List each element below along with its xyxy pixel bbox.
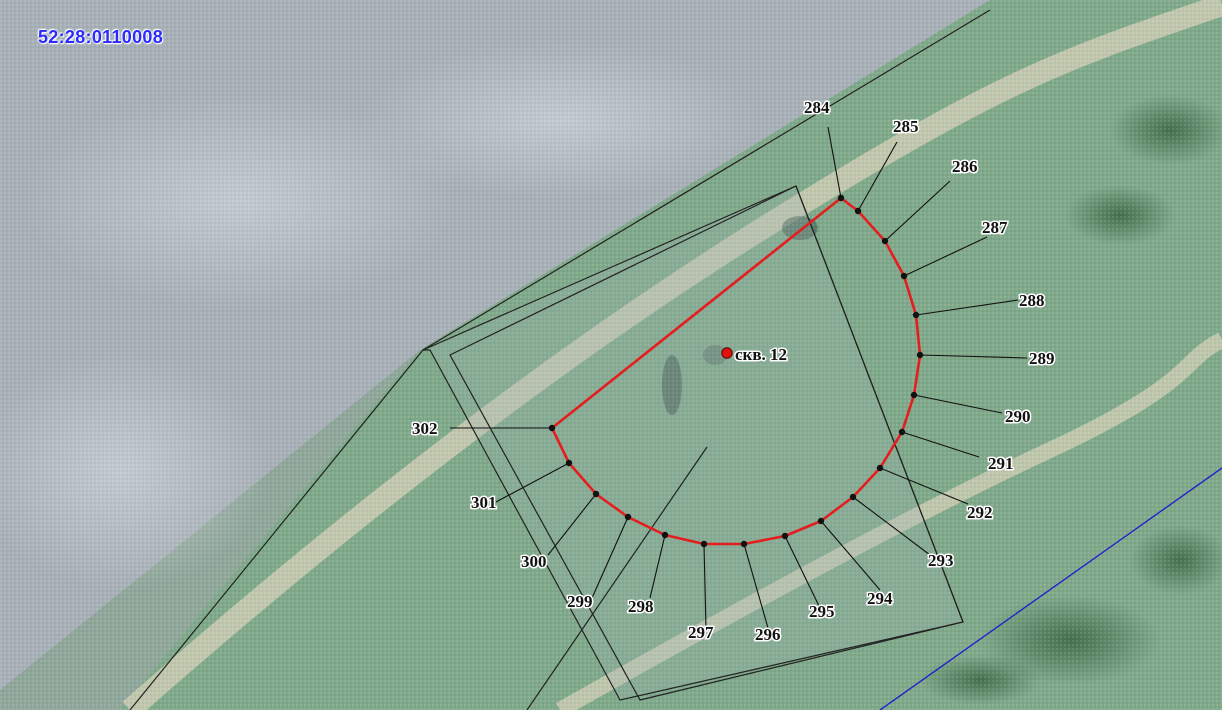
vertex-labels: 284 285 286 287 288 289 290 291 292 293 …	[411, 97, 1057, 646]
vertex-285[interactable]	[854, 207, 862, 215]
vertex-label-296: 296	[755, 625, 781, 644]
vertex-286[interactable]	[881, 237, 889, 245]
vertex-label-293: 293	[928, 551, 954, 570]
parcel-outlines	[129, 9, 1222, 710]
blue-boundary-line	[879, 467, 1222, 710]
vertex-label-302: 302	[412, 419, 438, 438]
vertex-label-287: 287	[982, 218, 1008, 237]
rays-line	[526, 446, 708, 710]
vertex-label-288: 288	[1019, 291, 1045, 310]
well-label: скв. 12	[735, 345, 787, 364]
vertex-label-300: 300	[521, 552, 547, 571]
vertex-287[interactable]	[900, 272, 908, 280]
vertex-297[interactable]	[700, 540, 708, 548]
vertex-291[interactable]	[898, 428, 906, 436]
vertex-label-295: 295	[809, 602, 835, 621]
sanitary-zone	[550, 196, 922, 546]
vertex-label-285: 285	[893, 117, 919, 136]
vertex-label-297: 297	[688, 623, 714, 642]
parcel-outline-inner	[449, 185, 964, 701]
vertex-293[interactable]	[849, 493, 857, 501]
vertex-label-284: 284	[804, 98, 830, 117]
vertex-289[interactable]	[916, 351, 924, 359]
vertex-296[interactable]	[740, 540, 748, 548]
vertex-295[interactable]	[781, 532, 789, 540]
vertex-300[interactable]	[592, 490, 600, 498]
vertex-label-294: 294	[867, 589, 893, 608]
leader-lines	[450, 126, 1028, 631]
vertex-label-292: 292	[967, 503, 993, 522]
vertex-301[interactable]	[565, 459, 573, 467]
vertex-302[interactable]	[548, 424, 556, 432]
vertex-label-301: 301	[471, 493, 497, 512]
vertex-288[interactable]	[912, 311, 920, 319]
vertex-label-291: 291	[988, 454, 1014, 473]
vertex-284[interactable]	[837, 194, 845, 202]
vertex-label-299: 299	[567, 592, 593, 611]
vertex-label-289: 289	[1029, 349, 1055, 368]
cadastral-number-label: 52:28:0110008	[38, 27, 164, 47]
vertex-label-286: 286	[952, 157, 978, 176]
vertex-290[interactable]	[910, 391, 918, 399]
parcel-outline-outer	[422, 185, 964, 701]
vertex-points	[548, 194, 924, 548]
vertex-label-290: 290	[1005, 407, 1031, 426]
vertex-label-298: 298	[628, 597, 654, 616]
well-point[interactable]	[721, 347, 733, 359]
vertex-299[interactable]	[624, 513, 632, 521]
vertex-294[interactable]	[817, 517, 825, 525]
vertex-298[interactable]	[661, 531, 669, 539]
zone-boundary	[550, 196, 922, 546]
well-marker[interactable]: скв. 12	[721, 344, 789, 366]
vertex-292[interactable]	[876, 464, 884, 472]
